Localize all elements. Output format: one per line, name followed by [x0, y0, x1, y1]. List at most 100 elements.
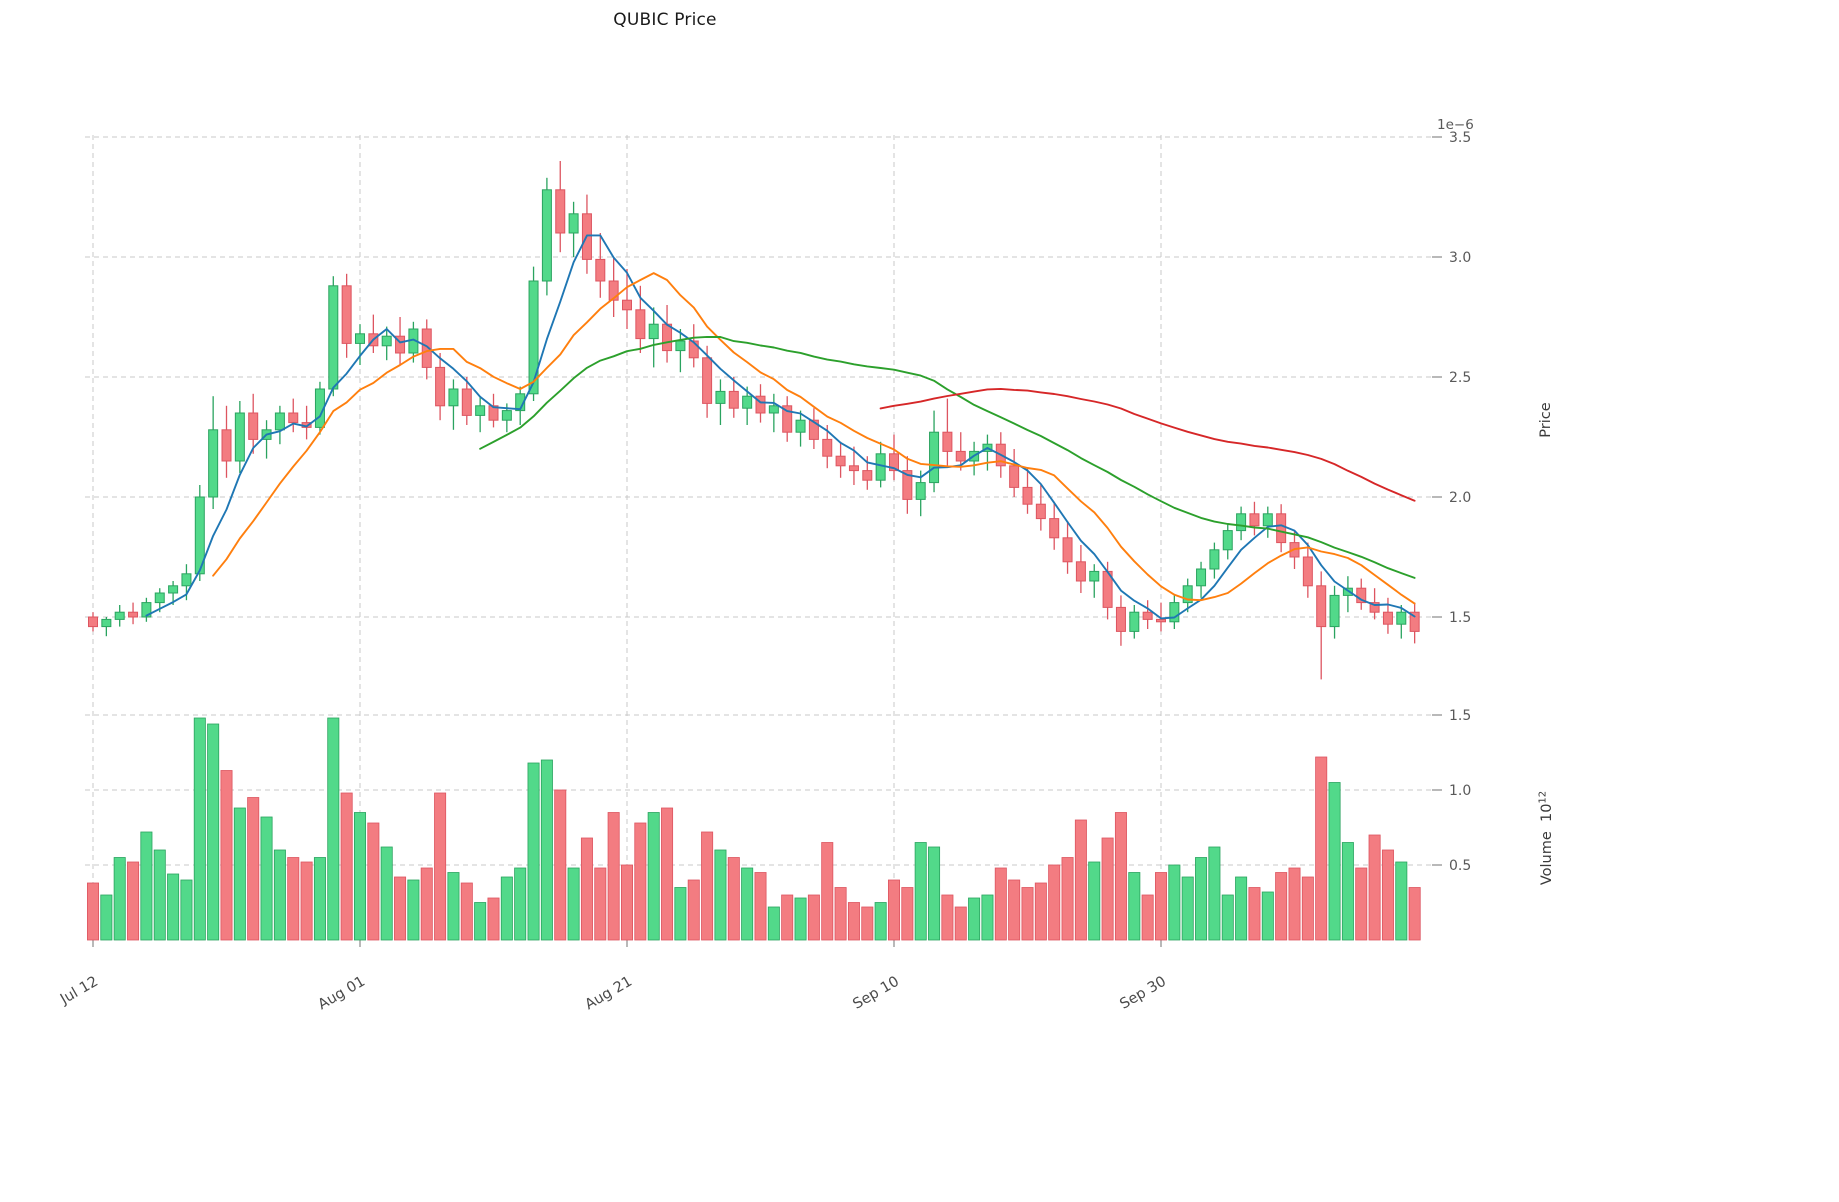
volume-bar	[647, 812, 660, 941]
volume-tick-label: 0.5	[1449, 858, 1471, 874]
volume-bar	[554, 789, 567, 941]
volume-bar	[1301, 876, 1314, 941]
volume-bar	[340, 792, 353, 941]
candle-body	[501, 410, 512, 421]
volume-bar	[1114, 812, 1127, 941]
volume-bar	[914, 842, 927, 941]
volume-bar	[1368, 834, 1381, 941]
volume-bar	[928, 846, 941, 941]
volume-bar	[834, 887, 847, 941]
candle-body	[1115, 606, 1126, 632]
volume-bar	[941, 894, 954, 941]
volume-bar	[127, 861, 140, 941]
candle-body	[541, 189, 552, 282]
volume-bar	[754, 872, 767, 941]
candle-body	[274, 412, 285, 431]
candle-body	[1342, 587, 1353, 596]
candle-body	[1209, 549, 1220, 570]
volume-bar	[1275, 872, 1288, 941]
candle-body	[622, 299, 632, 311]
volume-bar	[220, 770, 233, 941]
volume-bar	[847, 902, 860, 941]
ma-line-ma30	[479, 335, 1416, 579]
candle-body	[448, 388, 459, 407]
candle-body	[1035, 503, 1046, 520]
candle-body	[154, 592, 165, 604]
volume-bar	[1261, 891, 1274, 941]
volume-bar	[407, 879, 420, 941]
volume-bar	[233, 807, 246, 941]
volume-bar	[1208, 846, 1221, 941]
volume-axis-label: Volume 1012	[1537, 791, 1555, 885]
volume-bar	[674, 887, 687, 941]
candle-body	[782, 405, 793, 433]
volume-bar	[594, 867, 607, 941]
volume-bar	[1355, 867, 1368, 941]
candle-body	[194, 496, 205, 575]
candle-body	[1329, 594, 1340, 628]
volume-bar	[273, 849, 286, 941]
x-tick-label: Sep 10	[850, 974, 902, 1013]
volume-bar	[87, 882, 100, 941]
price-tick-label: 2.0	[1449, 490, 1471, 506]
volume-bar	[968, 897, 981, 941]
volume-bar	[260, 816, 273, 941]
volume-bar	[514, 867, 527, 941]
volume-bar	[1288, 867, 1301, 941]
price-tick-label: 1.5	[1449, 610, 1471, 626]
ma-line-ma10	[212, 272, 1416, 605]
candle-body	[902, 470, 913, 500]
candle-body	[101, 618, 112, 628]
volume-bar	[540, 759, 553, 941]
price-axis-offset-text: 1e−6	[1437, 117, 1474, 133]
volume-bar	[1061, 857, 1074, 941]
volume-bar	[180, 879, 193, 941]
volume-bar	[701, 831, 714, 941]
candle-body	[395, 335, 406, 354]
candle-body	[1182, 585, 1193, 604]
candle-body	[1075, 561, 1086, 582]
volume-bar	[367, 822, 380, 941]
price-axis-label: Price	[1538, 402, 1554, 438]
volume-bar	[300, 861, 313, 941]
volume-bar	[487, 897, 500, 941]
volume-bar	[1221, 894, 1234, 941]
candle-body	[1262, 513, 1273, 527]
volume-bar	[434, 792, 447, 941]
volume-bar	[1408, 887, 1421, 941]
volume-bar	[460, 882, 473, 941]
volume-bar	[794, 897, 807, 941]
volume-bar	[607, 812, 620, 941]
volume-bar	[394, 876, 407, 941]
candle-body	[114, 611, 125, 620]
price-tick-label: 3.5	[1449, 130, 1471, 146]
volume-tick-label: 1.5	[1449, 708, 1471, 724]
x-tick-label: Aug 01	[316, 974, 368, 1014]
candle-body	[1382, 611, 1393, 625]
volume-bar	[1074, 819, 1087, 941]
volume-bar	[193, 717, 206, 941]
candle-body	[1409, 611, 1420, 632]
candle-body	[88, 616, 98, 628]
volume-bar	[661, 807, 674, 941]
volume-bar	[500, 876, 513, 941]
volume-bar	[207, 723, 220, 941]
candle-body	[555, 189, 566, 234]
candle-body	[795, 419, 806, 433]
volume-bar	[767, 906, 780, 941]
volume-bar	[1141, 894, 1154, 941]
candle-body	[662, 323, 673, 352]
volume-bar	[1328, 782, 1341, 941]
volume-bar	[420, 867, 433, 941]
candle-body	[648, 323, 659, 340]
x-tick-label: Aug 21	[583, 974, 635, 1014]
volume-bar	[1155, 872, 1168, 941]
candle-body	[595, 258, 606, 282]
candle-body	[528, 280, 539, 395]
candle-body	[822, 438, 833, 457]
volume-bar	[100, 894, 113, 941]
candle-body	[1222, 530, 1233, 551]
candle-body	[1129, 611, 1140, 632]
